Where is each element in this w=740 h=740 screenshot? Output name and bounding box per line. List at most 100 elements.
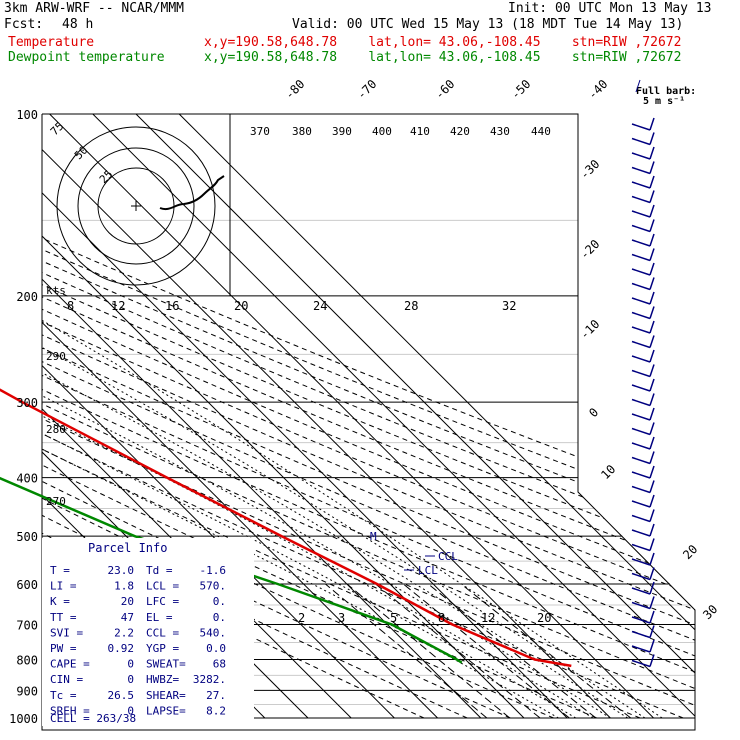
parcel-label-b: LFC = bbox=[146, 595, 179, 608]
forecast-hours: 48 h bbox=[62, 17, 94, 32]
isotherm-30 bbox=[49, 114, 654, 719]
mixing-ratio-label-1: 3 bbox=[338, 611, 345, 625]
wind-barb-flag bbox=[649, 654, 655, 667]
wind-barb bbox=[631, 587, 651, 595]
wind-barb bbox=[631, 224, 651, 233]
wind-barb bbox=[631, 137, 651, 146]
annotation-m: M bbox=[370, 530, 377, 543]
dry-adiabat-label-2: 270 bbox=[46, 495, 66, 508]
moist-adiabat-label-1: 12 bbox=[111, 299, 125, 313]
parcel-value-a: 1.8 bbox=[114, 580, 134, 593]
moist-adiabat-label-3: 20 bbox=[234, 299, 248, 313]
diagram-frame bbox=[41, 113, 696, 731]
wind-barb bbox=[631, 297, 651, 305]
parcel-value-b: 0. bbox=[213, 595, 226, 608]
wind-barb-flag bbox=[649, 596, 655, 609]
wind-barb-flag bbox=[649, 175, 655, 189]
isotherm--30 bbox=[42, 114, 395, 719]
wind-barb bbox=[631, 601, 651, 610]
wind-barb-flag bbox=[649, 552, 655, 566]
wind-barb-flag bbox=[649, 306, 655, 319]
isotherm-label-11: 30 bbox=[700, 602, 720, 622]
wind-barb bbox=[631, 268, 651, 276]
wind-barb bbox=[631, 210, 651, 218]
wind-barb bbox=[631, 500, 651, 508]
wind-barb-flag bbox=[649, 465, 655, 479]
dewpoint-location: x,y=190.58,648.78 lat,lon= 43.06,-108.45… bbox=[204, 50, 682, 65]
theta-label-6: 430 bbox=[490, 125, 510, 138]
moist-adiabat-label-2: 16 bbox=[165, 299, 179, 313]
wind-barb-flag bbox=[649, 161, 655, 174]
wind-barb-flag bbox=[649, 625, 655, 638]
pressure-tick-100: 100 bbox=[16, 108, 38, 122]
parcel-value-b: -1.6 bbox=[200, 564, 227, 577]
temperature-location: x,y=190.58,648.78 lat,lon= 43.06,-108.45… bbox=[204, 35, 682, 50]
mixing-ratio-label-5: 20 bbox=[537, 611, 551, 625]
parcel-label-b: LCL = bbox=[146, 580, 179, 593]
pressure-tick-700: 700 bbox=[16, 618, 38, 632]
wind-barb bbox=[631, 456, 651, 465]
mixing-ratio-12 bbox=[427, 583, 597, 719]
wind-barb-flag bbox=[649, 610, 655, 624]
wind-barbs bbox=[631, 117, 655, 668]
isotherm-label-1: -70 bbox=[354, 77, 379, 102]
parcel-label-a: CAPE = bbox=[50, 658, 90, 671]
dry-adiabat-290 bbox=[42, 114, 597, 719]
temperature-profile bbox=[0, 388, 572, 668]
wind-barb-flag bbox=[649, 277, 655, 290]
parcel-label-a: CIN = bbox=[50, 673, 83, 686]
parcel-label-b: EL = bbox=[146, 611, 173, 624]
isotherm-label-8: 0 bbox=[586, 405, 601, 420]
parcel-label-a: K = bbox=[50, 595, 70, 608]
dry-adiabat-390 bbox=[42, 114, 695, 719]
parcel-label-a: LI = bbox=[50, 580, 77, 593]
isotherm-label-6: -20 bbox=[577, 237, 602, 262]
wind-barb-flag bbox=[649, 509, 655, 522]
wind-barb bbox=[631, 630, 651, 639]
wind-barb-flag bbox=[649, 407, 655, 421]
wind-barb bbox=[631, 572, 651, 581]
wind-barb bbox=[631, 355, 651, 363]
dry-adiabat-430 bbox=[42, 114, 695, 719]
pressure-tick-200: 200 bbox=[16, 290, 38, 304]
parcel-label-a: Tc = bbox=[50, 689, 77, 702]
wind-barb bbox=[631, 659, 651, 668]
temperature-legend: Temperature bbox=[8, 35, 95, 50]
parcel-label-b: SHEAR= bbox=[146, 689, 186, 702]
wind-barb-flag bbox=[649, 146, 655, 160]
theta-label-3: 400 bbox=[372, 125, 392, 138]
wind-barb-flag bbox=[649, 335, 655, 348]
moist-adiabat-label-6: 32 bbox=[502, 299, 516, 313]
parcel-value-a: 47 bbox=[121, 611, 134, 624]
wind-barb bbox=[631, 311, 651, 320]
isotherm-20 bbox=[42, 114, 611, 719]
isotherm--10 bbox=[42, 114, 482, 719]
parcel-value-b: 68 bbox=[213, 658, 226, 671]
wind-barb bbox=[631, 427, 651, 436]
parcel-value-b: 570. bbox=[200, 580, 227, 593]
isotherm-label-0: -80 bbox=[282, 77, 307, 102]
wind-barb-flag bbox=[649, 436, 655, 450]
isotherm-10 bbox=[42, 114, 568, 719]
mixing-ratio-label-3: 8 bbox=[438, 611, 445, 625]
mixing-ratio-label-4: 12 bbox=[481, 611, 495, 625]
mixing-ratio-8 bbox=[402, 583, 570, 719]
isotherm-label-2: -60 bbox=[432, 77, 457, 102]
wind-barb bbox=[631, 543, 651, 552]
wind-barb-flag bbox=[649, 523, 655, 537]
wind-barb bbox=[631, 442, 651, 450]
mixing-ratio-2 bbox=[325, 583, 488, 719]
parcel-value-b: 540. bbox=[200, 626, 227, 639]
wind-barb-flag bbox=[649, 132, 655, 145]
dewpoint-legend: Dewpoint temperature bbox=[8, 50, 165, 65]
wind-barb-flag bbox=[649, 233, 655, 247]
wind-barb-flag bbox=[649, 364, 655, 377]
parcel-value-a: 20 bbox=[121, 595, 134, 608]
wind-barb-flag bbox=[649, 219, 655, 232]
wind-barb bbox=[631, 514, 651, 523]
pressure-tick-1000: 1000 bbox=[9, 712, 38, 726]
forecast-label: Fcst: bbox=[4, 17, 44, 32]
wind-barb-flag bbox=[649, 538, 655, 551]
wind-barb bbox=[631, 384, 651, 392]
